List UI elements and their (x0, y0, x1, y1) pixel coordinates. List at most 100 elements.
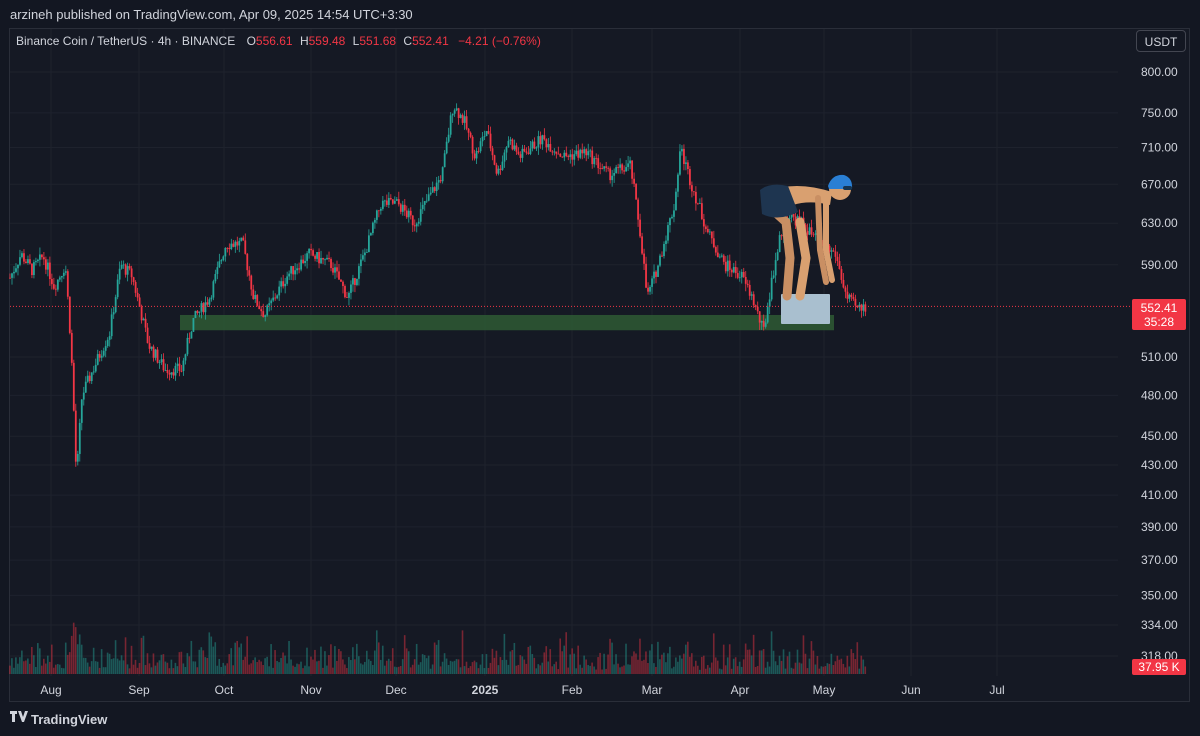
currency-button[interactable]: USDT (1136, 30, 1186, 52)
candle-body (730, 269, 733, 273)
candle-body (441, 167, 444, 182)
volume-bar (712, 633, 715, 674)
volume-bar (776, 665, 779, 674)
volume-bar (607, 654, 609, 674)
candle-body (720, 255, 723, 257)
candle-body (794, 216, 797, 226)
volume-bar (70, 635, 73, 674)
volume-bar (541, 662, 544, 674)
volume-bar (555, 661, 558, 674)
volume-bar (366, 650, 368, 674)
candle-body (348, 292, 350, 298)
volume-bar (106, 652, 109, 674)
volume-bar (730, 668, 733, 674)
candle-body (116, 279, 119, 298)
candle-body (50, 279, 53, 285)
volume-bar (284, 655, 286, 674)
candle-body (417, 221, 420, 224)
volume-bar (252, 660, 254, 674)
candle-body (222, 256, 225, 261)
volume-bar (525, 663, 528, 674)
candle-body (469, 132, 472, 137)
candle-body (124, 264, 127, 275)
candle-body (134, 281, 137, 293)
candle-body (326, 257, 328, 260)
volume-bar (433, 642, 436, 674)
candle-body (611, 175, 614, 181)
candle-body (601, 168, 604, 170)
volume-bar (794, 662, 797, 674)
tradingview-logo-icon[interactable] (10, 711, 28, 725)
x-tick-label: Aug (40, 683, 61, 697)
candle-body (401, 204, 404, 212)
candle-body (371, 222, 374, 234)
candle-body (144, 318, 147, 328)
volume-bar (573, 653, 575, 674)
volume-bar (39, 648, 41, 674)
volume-bar (696, 665, 699, 674)
candle-body (312, 250, 314, 256)
volume-bar (310, 656, 312, 674)
volume-bar (56, 664, 59, 674)
candle-body (483, 136, 486, 137)
candle-body (114, 297, 117, 313)
candle-body (248, 270, 251, 276)
candle-body (276, 295, 279, 299)
volume-bar (383, 665, 386, 674)
candle-body (567, 155, 570, 157)
volume-bar (184, 667, 187, 674)
candle-body (862, 304, 865, 311)
candle-body (571, 154, 574, 160)
volume-bar (66, 654, 69, 674)
candle-body (425, 200, 428, 202)
volume-bar (571, 648, 573, 674)
volume-bar (168, 668, 171, 674)
volume-bar (152, 653, 155, 674)
chart-frame[interactable] (9, 28, 1190, 702)
candle-body (671, 216, 673, 219)
volume-bar (796, 649, 799, 674)
volume-bar (579, 664, 581, 674)
volume-bar (86, 662, 89, 674)
candle-body (162, 359, 165, 371)
candle-body (19, 257, 21, 265)
candle-body (411, 215, 414, 226)
volume-bar (212, 646, 215, 674)
volume-bar (62, 668, 65, 674)
volume-bar (619, 667, 621, 674)
candle-body (302, 259, 305, 264)
volume-bar (694, 660, 697, 674)
volume-bar (286, 663, 288, 674)
volume-bar (350, 660, 352, 674)
candle-body (318, 252, 320, 264)
volume-bar (698, 669, 701, 674)
volume-bar (679, 655, 681, 674)
volume-bar (385, 660, 388, 674)
volume-bar (96, 661, 99, 674)
candle-body (170, 372, 173, 375)
tradingview-brand[interactable]: TradingView (31, 712, 108, 727)
volume-bar (507, 664, 510, 674)
candle-body (332, 268, 334, 273)
volume-bar (453, 660, 456, 674)
volume-bar (842, 663, 845, 674)
candle-body (385, 200, 388, 205)
volume-bar (451, 661, 454, 674)
volume-bar (54, 664, 57, 674)
volume-bar (100, 649, 103, 674)
volume-bar (439, 666, 442, 674)
candle-body (413, 225, 416, 227)
candle-body (274, 297, 277, 299)
candle-body (447, 134, 450, 142)
volume-bar (60, 667, 63, 674)
candle-body (106, 339, 109, 347)
candle-body (102, 350, 105, 356)
volume-bar (766, 661, 769, 674)
candle-body (838, 261, 841, 270)
candle-body (202, 303, 205, 313)
candle-body (756, 306, 759, 312)
candle-body (804, 224, 807, 231)
volume-bar (42, 658, 45, 674)
volume-bar (178, 652, 181, 674)
